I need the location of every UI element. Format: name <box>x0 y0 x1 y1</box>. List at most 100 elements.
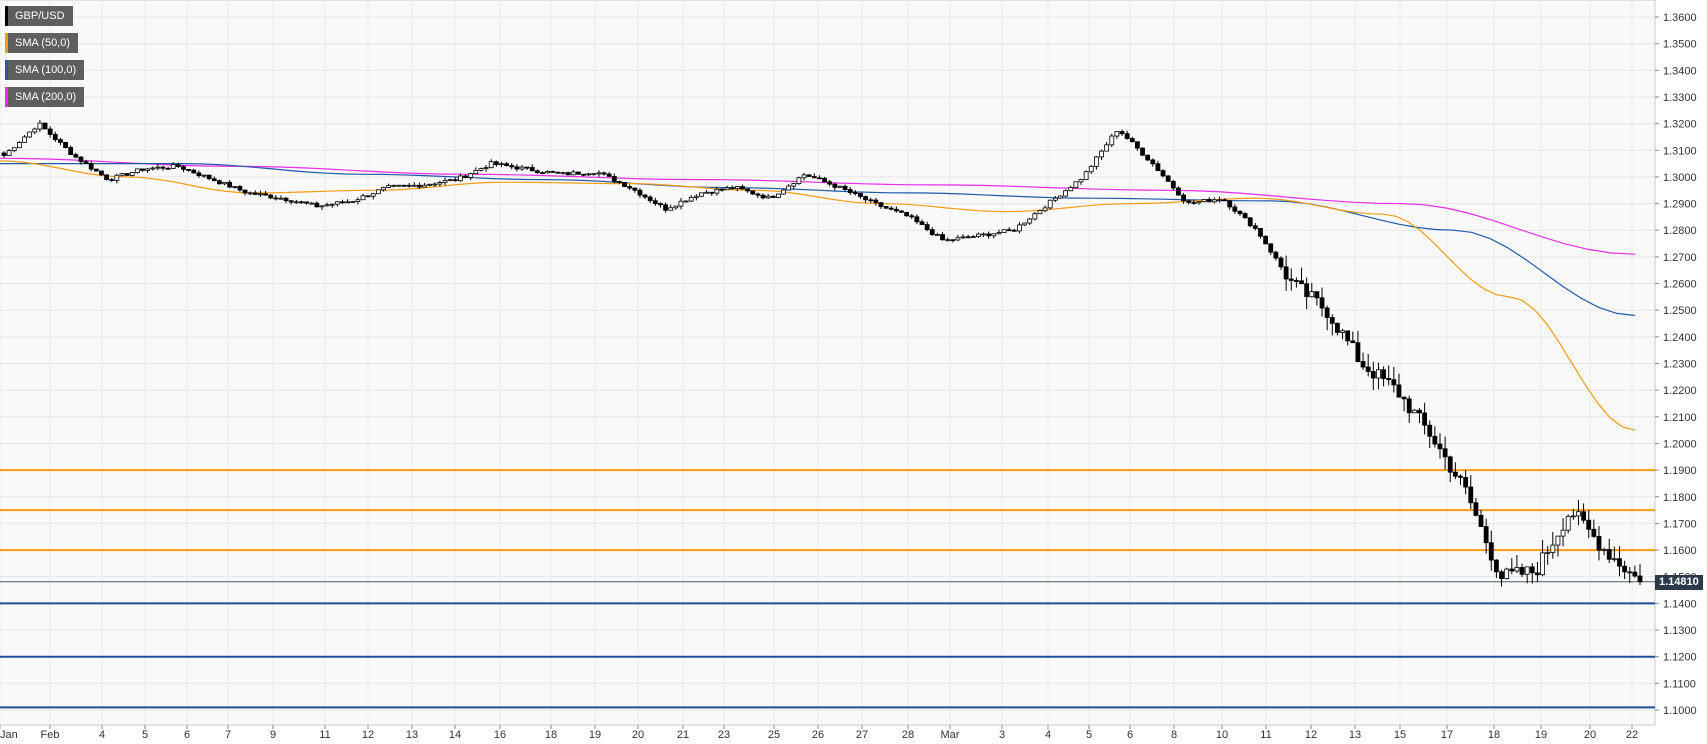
x-tick-label: 6 <box>1127 729 1133 741</box>
candle-body <box>1442 448 1448 458</box>
candle-body <box>1591 528 1597 537</box>
candle-body <box>1452 471 1458 477</box>
candle-body <box>1576 511 1581 517</box>
candle-body <box>1247 217 1253 227</box>
legend-swatch <box>5 6 8 26</box>
y-tick-label: 1.1800 <box>1663 492 1697 504</box>
candle-body <box>1611 558 1617 561</box>
legend-item[interactable]: SMA (200,0) <box>5 87 85 107</box>
x-tick-label: 27 <box>856 729 868 741</box>
candle-body <box>129 172 135 176</box>
candle-body <box>1411 409 1417 414</box>
candle-body <box>832 183 838 188</box>
candle-body <box>417 184 422 188</box>
candle-body <box>996 232 1002 235</box>
candle-body <box>745 188 751 192</box>
x-tick-label: 5 <box>1086 729 1092 741</box>
candle-body <box>283 197 289 202</box>
candle-body <box>104 174 109 181</box>
candle-body <box>140 168 145 171</box>
candle-body <box>375 189 381 195</box>
x-tick-label: 20 <box>632 729 644 741</box>
candle-body <box>360 195 366 201</box>
candle-body <box>740 186 745 190</box>
y-tick-label: 1.3000 <box>1663 172 1697 184</box>
candle-body <box>1622 565 1628 573</box>
candle-body <box>714 188 720 194</box>
legend-item[interactable]: SMA (50,0) <box>5 33 79 53</box>
candle-body <box>1263 235 1269 245</box>
candle-body <box>673 205 679 209</box>
x-tick-label: 13 <box>406 729 418 741</box>
candle-body <box>1037 210 1043 215</box>
candle-body <box>504 163 509 166</box>
legend-item[interactable]: GBP/USD <box>5 6 73 26</box>
candle-body <box>16 142 22 149</box>
candle-body <box>837 185 843 188</box>
candle-body <box>1191 202 1197 204</box>
candle-body <box>1201 199 1207 203</box>
y-tick-label: 1.3300 <box>1663 92 1697 104</box>
y-tick-label: 1.2900 <box>1663 199 1697 211</box>
candle-body <box>1268 243 1274 253</box>
candle-body <box>83 161 89 164</box>
candle-body <box>1329 317 1335 324</box>
candle-body <box>586 173 592 176</box>
candle-body <box>227 181 233 188</box>
y-tick-label: 1.2500 <box>1663 305 1697 317</box>
candle-body <box>473 169 479 175</box>
candle-body <box>847 189 853 193</box>
candle-body <box>1001 229 1007 233</box>
candle-body <box>191 169 197 174</box>
candle-body <box>1529 566 1535 574</box>
candle-body <box>150 167 156 170</box>
candle-body <box>447 179 453 182</box>
candle-body <box>1278 257 1284 268</box>
candle-body <box>760 194 766 199</box>
candle-body <box>1252 225 1258 229</box>
candle-body <box>658 203 663 206</box>
candle-body <box>1514 567 1520 572</box>
candle-body <box>1237 210 1243 214</box>
candle-body <box>1288 278 1294 281</box>
candle-body <box>411 184 417 187</box>
x-tick-label: Feb <box>41 729 60 741</box>
candle-body <box>581 173 586 176</box>
candle-body <box>370 193 376 197</box>
x-tick-label: 9 <box>270 729 276 741</box>
candle-body <box>1488 542 1494 561</box>
candle-body <box>222 181 227 185</box>
candle-body <box>124 173 130 176</box>
candle-body <box>1063 190 1069 197</box>
candle-body <box>1129 138 1135 143</box>
candle-body <box>893 208 899 212</box>
candle-body <box>919 221 925 225</box>
candle-body <box>519 166 525 170</box>
candle-body <box>175 164 181 168</box>
y-tick-label: 1.2100 <box>1663 412 1697 424</box>
candle-body <box>1258 228 1263 237</box>
candle-body <box>42 122 48 130</box>
candle-body <box>1160 170 1166 177</box>
candle-body <box>263 193 268 196</box>
candle-body <box>1206 199 1212 203</box>
candle-body <box>206 174 212 180</box>
candle-body <box>99 170 104 176</box>
candle-body <box>1586 519 1592 530</box>
candle-body <box>1273 251 1279 259</box>
y-tick-label: 1.1000 <box>1663 705 1697 717</box>
candle-body <box>52 133 58 141</box>
candle-body <box>1114 131 1120 137</box>
candle-body <box>1078 179 1084 183</box>
candle-body <box>873 199 879 204</box>
candle-body <box>991 233 997 237</box>
legend-item[interactable]: SMA (100,0) <box>5 60 85 80</box>
candle-body <box>1088 166 1094 173</box>
candle-body <box>883 206 889 209</box>
candle-body <box>1304 283 1310 298</box>
candle-body <box>940 234 945 241</box>
x-tick-label: 4 <box>1045 729 1051 741</box>
candle-body <box>934 234 940 236</box>
candle-body <box>801 174 807 179</box>
